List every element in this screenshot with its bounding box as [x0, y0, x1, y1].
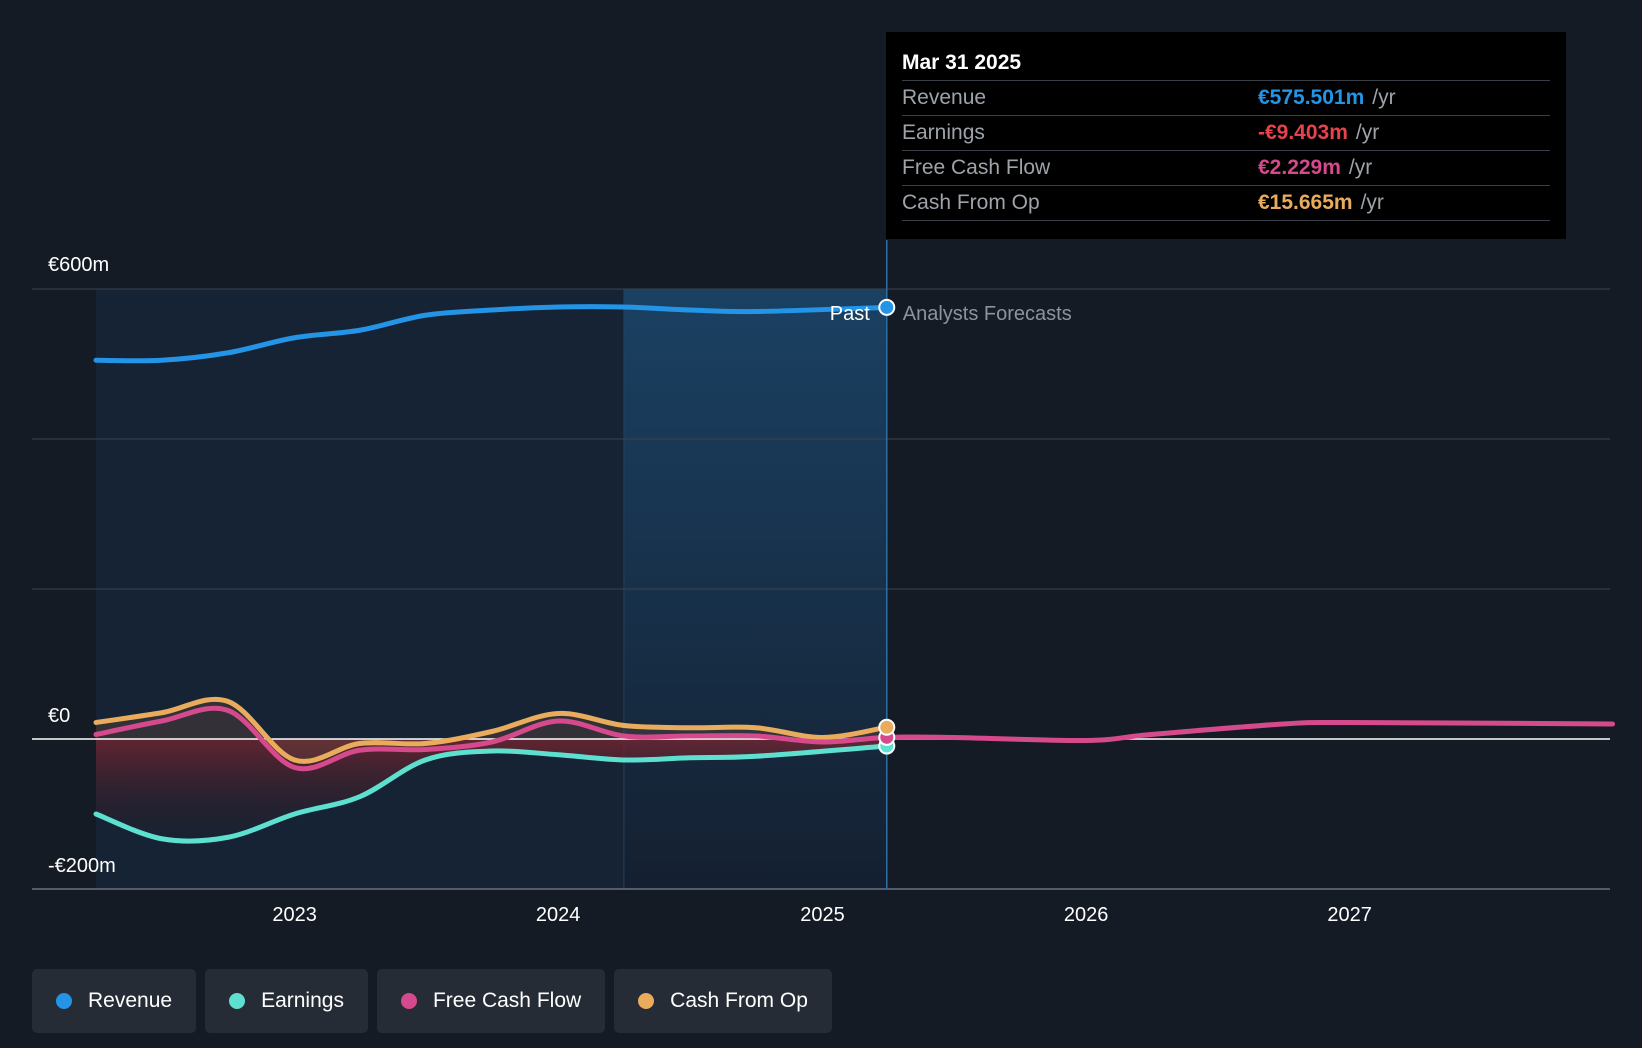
tooltip-row-cash-from-op: Cash From Op €15.665m /yr: [902, 185, 1550, 221]
tooltip-unit: /yr: [1372, 86, 1396, 109]
revenue-marker: [878, 298, 896, 316]
tooltip-date: Mar 31 2025: [902, 51, 1022, 74]
revenue-dot-icon: [56, 993, 72, 1009]
y-tick-label: €600m: [48, 254, 109, 276]
past-label: Past: [830, 303, 870, 325]
legend-item-earnings[interactable]: Earnings: [205, 969, 368, 1033]
y-tick-label: -€200m: [48, 855, 116, 877]
x-tick-label: 2024: [536, 904, 581, 926]
legend-label: Revenue: [88, 989, 173, 1012]
earnings-line: [93, 743, 890, 844]
legend-label: Free Cash Flow: [432, 989, 582, 1012]
cash-from-op-marker: [878, 718, 896, 736]
legend-item-revenue[interactable]: Revenue: [32, 969, 197, 1033]
tooltip-row-earnings: Earnings -€9.403m /yr: [902, 115, 1550, 150]
x-tick-label: 2025: [800, 904, 845, 926]
tooltip-value: €15.665m: [1258, 191, 1353, 214]
tooltip-value: €2.229m: [1258, 156, 1341, 179]
x-tick-label: 2027: [1327, 904, 1372, 926]
forecast-label: Analysts Forecasts: [903, 303, 1072, 325]
legend-item-cash-from-op[interactable]: Cash From Op: [614, 969, 832, 1033]
tooltip-label: Earnings: [902, 121, 985, 144]
tooltip-label: Cash From Op: [902, 191, 1040, 214]
free-cash-flow-line: [93, 705, 1616, 772]
tooltip-value: €575.501m: [1258, 86, 1365, 109]
earnings-dot-icon: [229, 993, 246, 1009]
tooltip-unit: /yr: [1348, 156, 1373, 179]
tooltip-row-free-cash-flow: Free Cash Flow €2.229m /yr: [902, 150, 1550, 185]
cash-from-op-dot-icon: [638, 993, 655, 1009]
y-tick-label: €0: [48, 705, 70, 727]
tooltip-unit: /yr: [1360, 191, 1384, 214]
tooltip-value: -€9.403m: [1258, 121, 1348, 144]
earnings-negative-area: [96, 739, 887, 842]
x-tick-label: 2023: [272, 904, 317, 926]
cash-from-op-area: [96, 699, 887, 762]
tooltip-label: Revenue: [902, 86, 987, 109]
tooltip-unit: /yr: [1355, 121, 1380, 144]
tooltip: Mar 31 2025 Revenue €575.501m /yr Earnin…: [886, 32, 1566, 239]
legend-item-free-cash-flow[interactable]: Free Cash Flow: [376, 969, 606, 1033]
legend: Revenue Earnings Free Cash Flow Cash Fro…: [32, 969, 832, 1033]
revenue-line: [93, 304, 890, 364]
tooltip-label: Free Cash Flow: [902, 156, 1051, 179]
free-cash-flow-dot-icon: [400, 993, 417, 1009]
legend-label: Cash From Op: [670, 989, 808, 1012]
x-tick-label: 2026: [1064, 904, 1109, 926]
cash-from-op-line: [93, 696, 890, 764]
legend-label: Earnings: [261, 989, 344, 1012]
tooltip-row-revenue: Revenue €575.501m /yr: [902, 80, 1550, 115]
